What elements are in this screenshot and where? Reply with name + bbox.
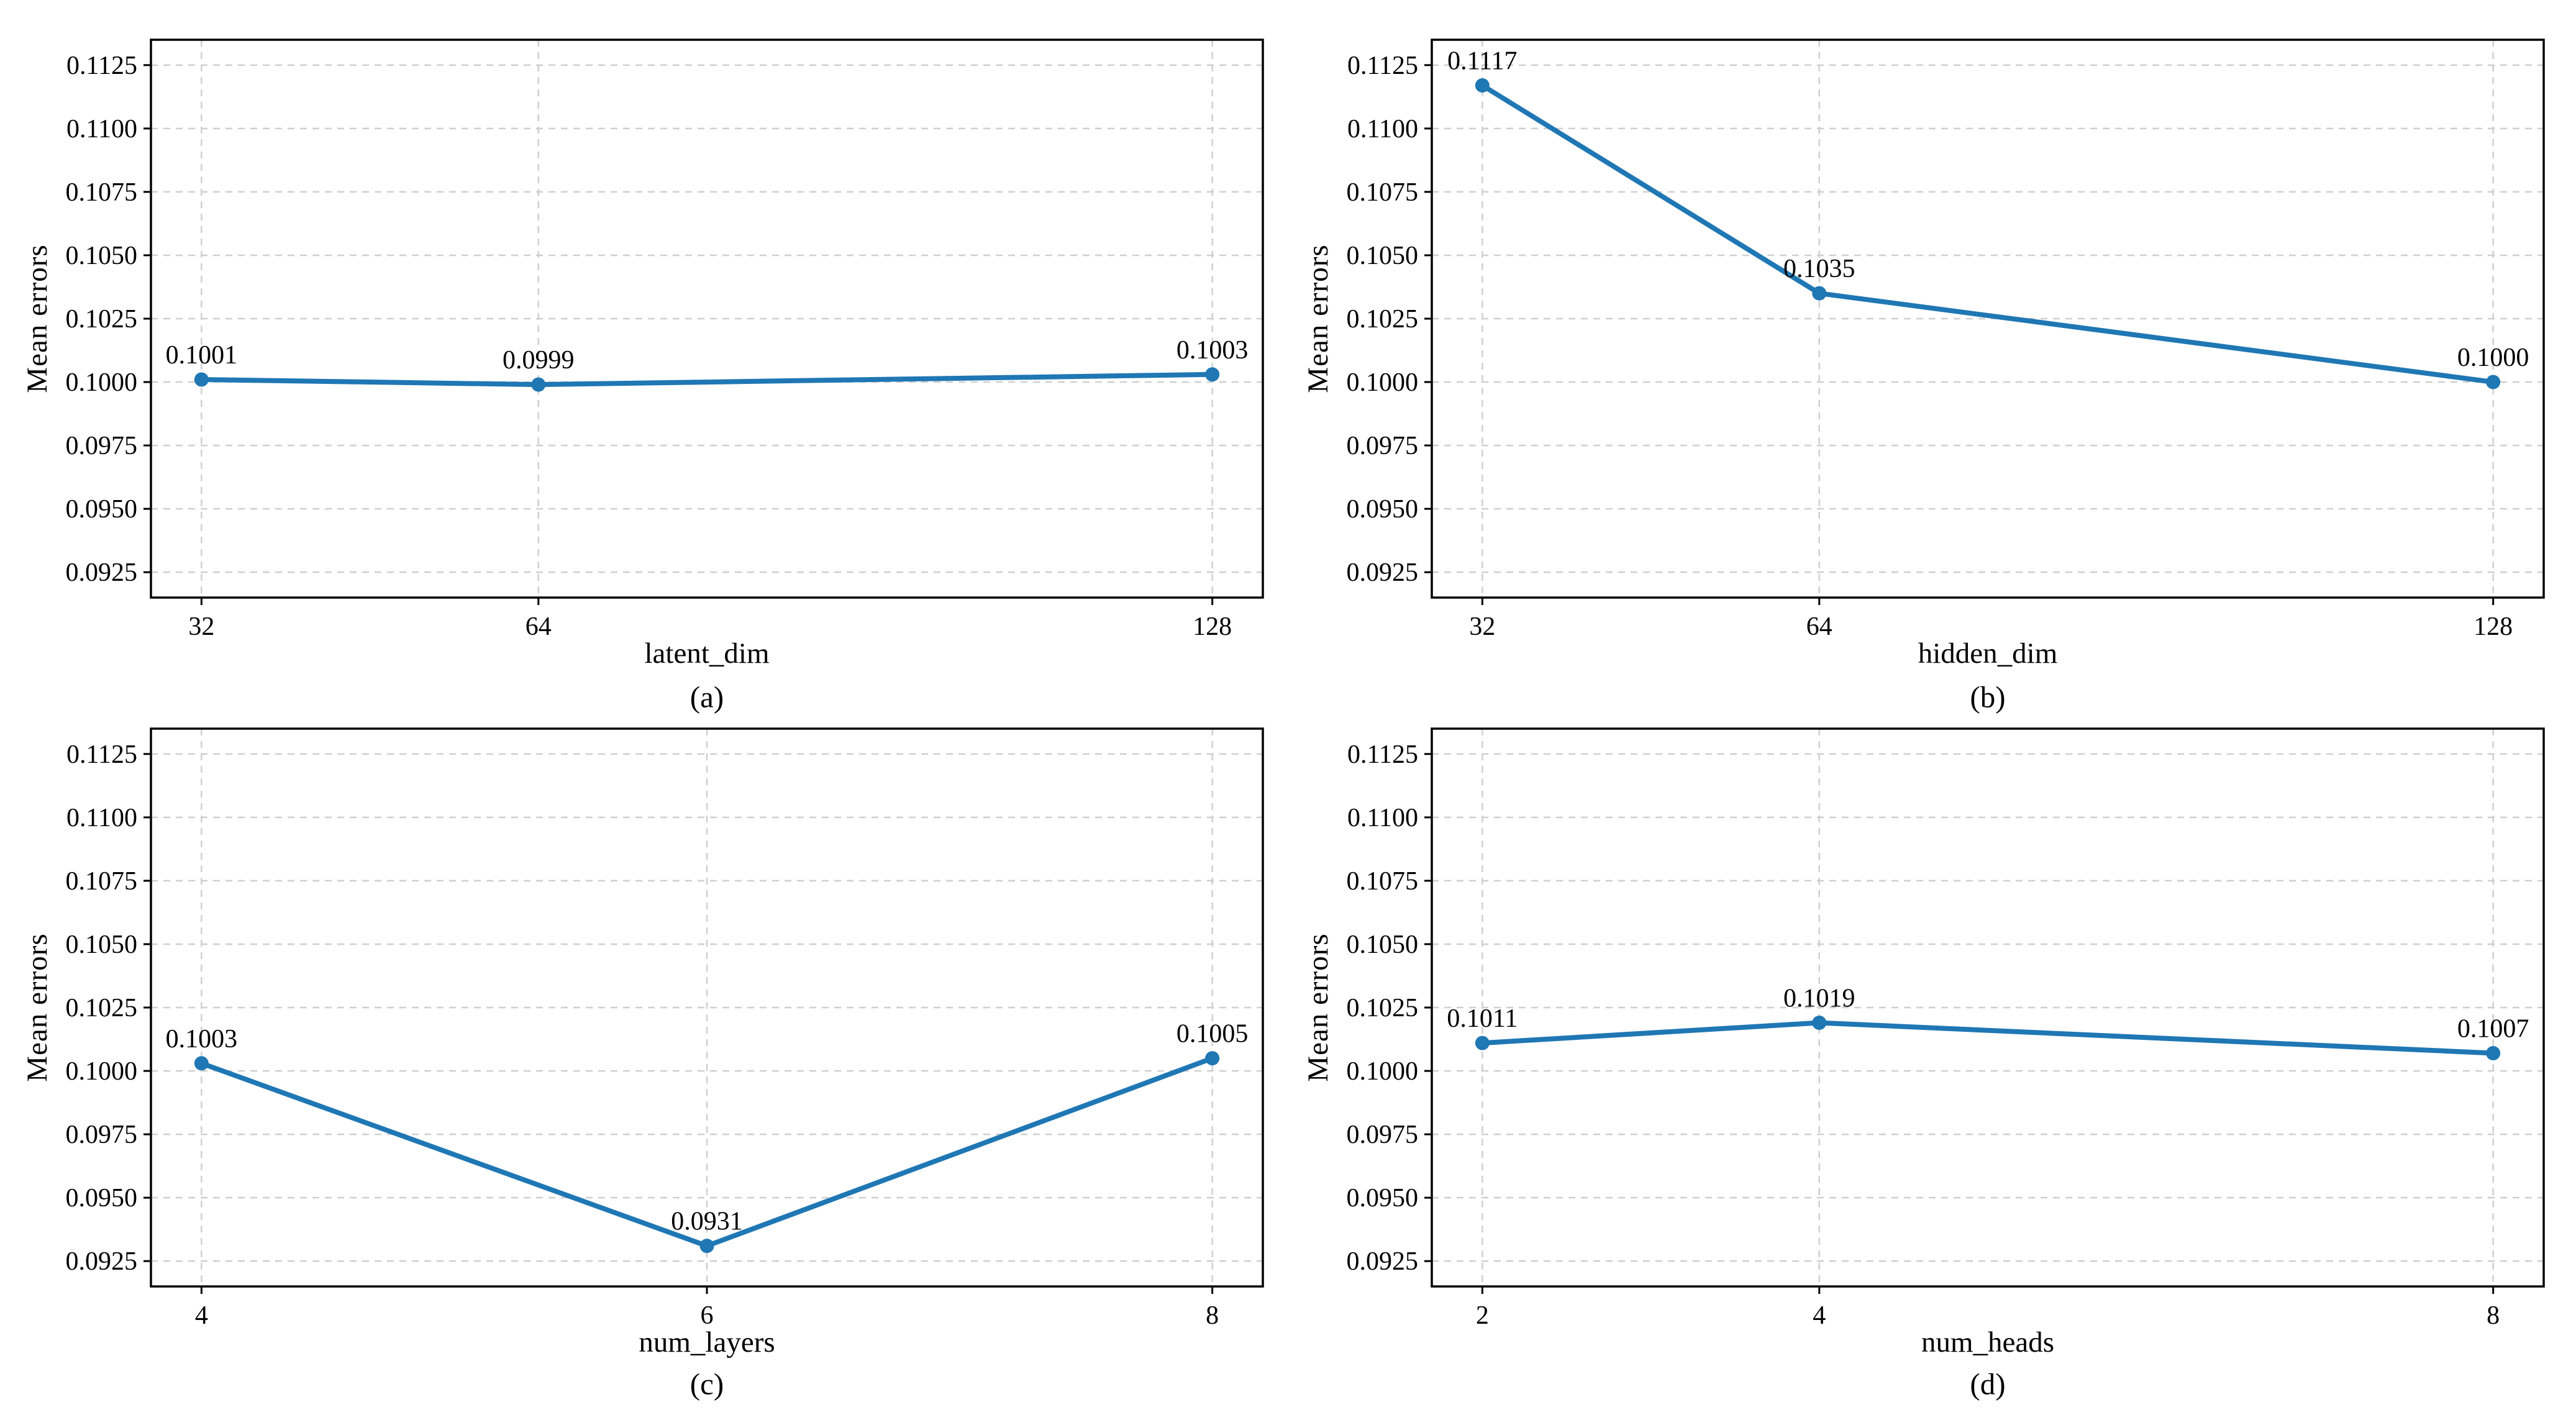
- point-value-label: 0.0931: [671, 1208, 743, 1236]
- y-tick-label: 0.0925: [1347, 558, 1419, 587]
- x-tick-label: 8: [2487, 1301, 2500, 1330]
- y-tick-label: 0.1075: [66, 178, 138, 207]
- y-axis-label: Mean errors: [21, 244, 53, 393]
- y-tick-label: 0.1125: [66, 740, 137, 769]
- x-tick-label: 64: [526, 612, 552, 641]
- axes-spine-box: [1431, 39, 2545, 599]
- point-value-label: 0.1019: [1783, 984, 1855, 1013]
- y-tick-label: 0.1100: [1347, 804, 1418, 832]
- y-tick-label: 0.1125: [1347, 52, 1418, 80]
- data-point-marker: [1205, 1051, 1220, 1066]
- y-tick-label: 0.0925: [66, 1247, 138, 1276]
- axes-spine-box: [150, 39, 1264, 599]
- panel-caption: (a): [690, 680, 724, 714]
- x-axis-label: num_layers: [639, 1326, 775, 1359]
- y-tick-label: 0.1025: [1347, 305, 1419, 334]
- y-tick-label: 0.1125: [66, 52, 137, 80]
- point-value-label: 0.1007: [2457, 1014, 2529, 1043]
- x-tick-label: 4: [195, 1301, 208, 1330]
- x-tick-label: 64: [1806, 612, 1832, 641]
- panel-caption: (b): [1970, 680, 2006, 714]
- point-value-label: 0.1011: [1447, 1004, 1518, 1033]
- y-tick-label: 0.1075: [1347, 867, 1419, 896]
- x-tick-label: 32: [1469, 612, 1495, 641]
- y-tick-label: 0.1025: [66, 994, 138, 1022]
- y-tick-label: 0.0975: [66, 1121, 138, 1149]
- x-tick-label: 128: [1193, 612, 1232, 641]
- y-tick-label: 0.0950: [1347, 495, 1419, 524]
- data-point-marker: [1205, 367, 1220, 382]
- y-tick-label: 0.1000: [1347, 1057, 1419, 1086]
- y-tick-label: 0.0975: [1347, 1121, 1419, 1149]
- data-line: [199, 371, 1215, 388]
- y-tick-label: 0.1100: [66, 115, 137, 143]
- chart-svg: 0.0925 0.0950 0.0975 0.1000 0.1025 0.1050 0.10…: [1347, 39, 2545, 641]
- data-point-marker: [194, 1056, 209, 1071]
- y-tick-label: 0.1000: [1347, 368, 1419, 397]
- y-tick-label: 0.0950: [66, 1184, 138, 1213]
- y-tick-label: 0.1100: [66, 804, 137, 832]
- point-value-label: 0.1117: [1447, 47, 1517, 75]
- point-value-label: 0.0999: [503, 346, 575, 375]
- point-value-label: 0.1003: [166, 1025, 238, 1054]
- point-value-label: 0.1005: [1176, 1020, 1249, 1049]
- data-point-marker: [531, 377, 546, 392]
- data-point-marker: [194, 372, 209, 387]
- y-tick-label: 0.1025: [66, 305, 138, 334]
- y-tick-label: 0.0925: [1347, 1247, 1419, 1276]
- x-axis-label: num_heads: [1921, 1326, 2055, 1359]
- y-tick-label: 0.0950: [1347, 1184, 1419, 1213]
- y-tick-label: 0.1050: [66, 931, 138, 959]
- x-axis-label: latent_dim: [644, 637, 770, 670]
- data-point-marker: [2486, 1045, 2501, 1060]
- data-line: [1480, 1020, 2496, 1056]
- y-tick-label: 0.1050: [66, 242, 138, 270]
- point-value-label: 0.1000: [2457, 344, 2529, 372]
- x-tick-label: 8: [1206, 1301, 1219, 1330]
- data-point-marker: [2486, 375, 2501, 389]
- y-tick-label: 0.0925: [66, 558, 138, 587]
- panel-caption: (c): [690, 1367, 724, 1401]
- x-tick-label: 2: [1476, 1301, 1489, 1330]
- y-tick-label: 0.0950: [66, 495, 138, 524]
- y-tick-label: 0.1025: [1347, 994, 1419, 1022]
- y-tick-label: 0.1050: [1347, 931, 1419, 959]
- x-tick-label: 4: [1813, 1301, 1826, 1330]
- y-axis-label: Mean errors: [1302, 244, 1334, 393]
- axes-spine-box: [150, 727, 1264, 1288]
- x-axis-label: hidden_dim: [1918, 637, 2058, 670]
- point-value-label: 0.1035: [1783, 255, 1855, 283]
- data-point-marker: [1475, 78, 1490, 93]
- point-value-label: 0.1003: [1176, 336, 1249, 365]
- y-tick-label: 0.1075: [66, 867, 138, 896]
- data-point-marker: [1812, 286, 1827, 301]
- y-tick-label: 0.1000: [66, 1057, 138, 1086]
- x-tick-label: 128: [2474, 612, 2513, 641]
- y-tick-label: 0.0975: [66, 432, 138, 460]
- y-tick-label: 0.1000: [66, 368, 138, 397]
- axes-spine-box: [1431, 727, 2545, 1288]
- panel-caption: (d): [1970, 1367, 2006, 1401]
- point-value-label: 0.1001: [166, 341, 238, 370]
- data-line: [1480, 83, 2496, 385]
- y-tick-label: 0.1075: [1347, 178, 1419, 207]
- y-axis-label: Mean errors: [21, 933, 53, 1082]
- y-tick-label: 0.1050: [1347, 242, 1419, 270]
- chart-svg: 0.0925 0.0950 0.0975 0.1000 0.1025 0.1050 0.10…: [1347, 727, 2545, 1330]
- data-point-marker: [1812, 1015, 1827, 1030]
- data-point-marker: [699, 1239, 714, 1254]
- x-tick-label: 6: [701, 1301, 714, 1330]
- y-axis-label: Mean errors: [1302, 933, 1334, 1082]
- y-tick-label: 0.1100: [1347, 115, 1418, 143]
- y-tick-label: 0.1125: [1347, 740, 1418, 769]
- x-tick-label: 32: [188, 612, 214, 641]
- y-tick-label: 0.0975: [1347, 432, 1419, 460]
- data-point-marker: [1475, 1035, 1490, 1050]
- chart-svg: 0.0925 0.0950 0.0975 0.1000 0.1025 0.1050 0.10…: [66, 727, 1264, 1330]
- chart-svg: 0.0925 0.0950 0.0975 0.1000 0.1025 0.1050 0.10…: [66, 39, 1264, 641]
